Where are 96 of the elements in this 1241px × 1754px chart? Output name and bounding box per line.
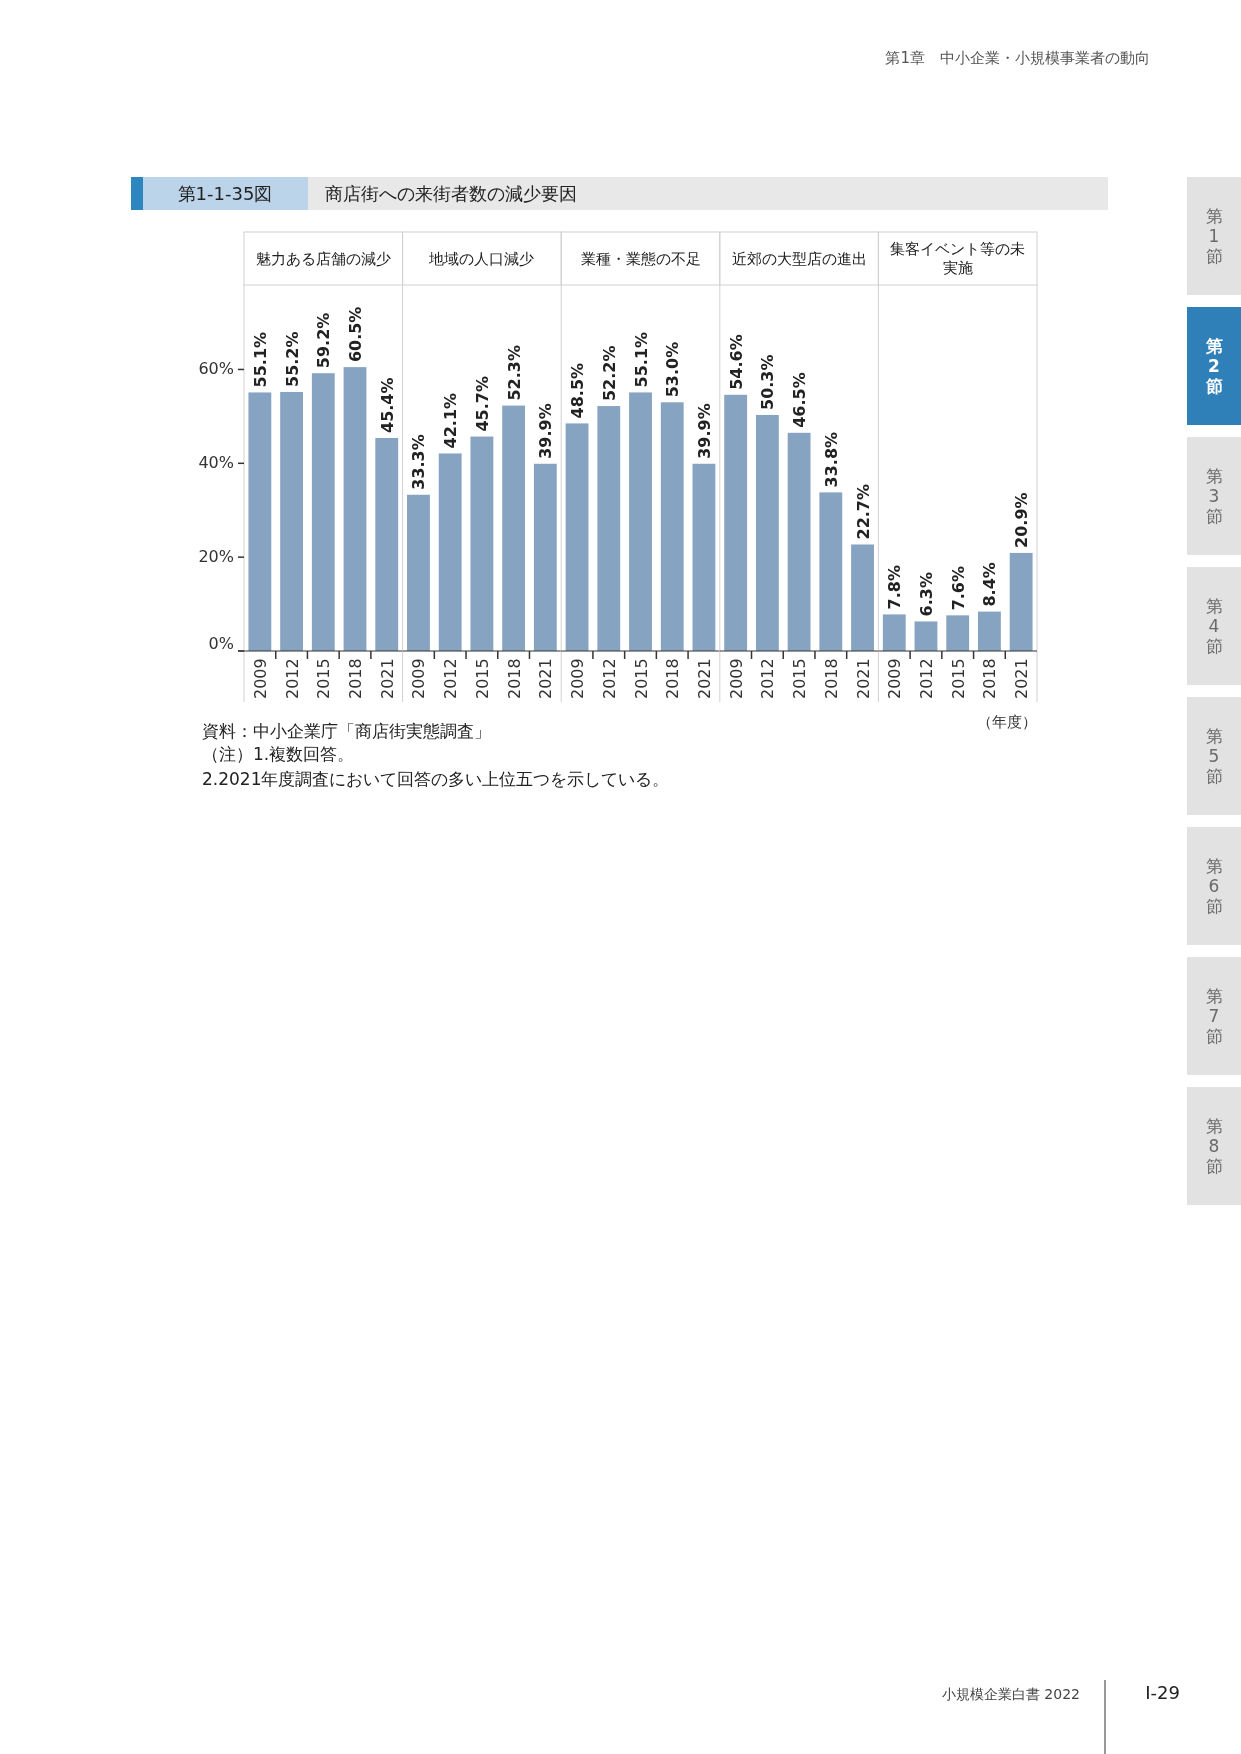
text: Ⅰ-29 <box>1145 1682 1180 1703</box>
bar <box>755 414 779 651</box>
bar <box>724 394 748 651</box>
x-tick-label: 2015 <box>790 658 810 699</box>
text: 商店街への来街者数の減少要因 <box>325 183 577 204</box>
text: 2.2021年度調査において回答の多い上位五つを示している。 <box>202 769 670 789</box>
bar <box>533 463 557 651</box>
bar <box>597 406 621 651</box>
x-tick-label: 2021 <box>853 658 873 699</box>
x-tick-label: 2015 <box>631 658 651 699</box>
bar <box>978 611 1001 651</box>
x-tick-label: 2015 <box>472 658 492 699</box>
x-tick-label: 2021 <box>694 658 714 699</box>
data-label: 59.2% <box>314 312 334 369</box>
data-label: 55.1% <box>250 331 270 388</box>
data-label: 54.6% <box>726 334 746 390</box>
text: 第6節 <box>1205 856 1223 916</box>
text: 資料：中小企業庁「商店街実態調査」 <box>202 721 491 741</box>
text: 第2節 <box>1204 336 1223 396</box>
data-label: 20.9% <box>1012 492 1032 548</box>
x-tick-label: 2021 <box>1012 658 1032 699</box>
data-label: 22.7% <box>853 483 873 540</box>
data-label: 46.5% <box>790 372 810 428</box>
x-tick-label: 2009 <box>250 658 270 699</box>
bar <box>914 621 938 651</box>
x-tick-label: 2009 <box>885 658 905 699</box>
bar <box>660 402 684 651</box>
data-label: 55.2% <box>282 331 302 387</box>
bar <box>819 492 843 651</box>
data-label: 33.3% <box>409 434 429 490</box>
text: 第1章 中小企業・小規模事業者の動向 <box>885 49 1150 67</box>
data-label: 50.3% <box>758 354 778 410</box>
x-tick-label: 2018 <box>504 658 524 699</box>
y-tick-label: 60% <box>198 359 234 379</box>
x-tick-label: 2018 <box>821 658 841 699</box>
y-tick-label: 40% <box>198 453 234 473</box>
x-tick-label: 2021 <box>536 658 556 699</box>
data-label: 42.1% <box>441 392 461 449</box>
x-tick-label: 2015 <box>314 658 334 699</box>
x-tick-label: 2012 <box>599 658 619 699</box>
x-tick-label: 2018 <box>663 658 683 699</box>
bar <box>946 615 970 651</box>
text: 第1節 <box>1205 206 1223 266</box>
bar <box>565 423 589 651</box>
bar <box>502 405 526 651</box>
data-label: 6.3% <box>916 572 936 617</box>
x-axis-title: （年度） <box>977 713 1037 731</box>
bar <box>470 436 494 651</box>
data-label: 8.4% <box>980 562 1000 607</box>
text: 第8節 <box>1205 1116 1223 1176</box>
bar <box>692 463 716 651</box>
bar <box>851 544 874 651</box>
text: （注）1.複数回答。 <box>202 744 355 764</box>
text: 第5節 <box>1205 726 1223 786</box>
data-label: 39.9% <box>536 403 556 459</box>
x-tick-label: 2018 <box>980 658 1000 699</box>
chart-title: 地域の人口減少 <box>428 249 535 268</box>
x-tick-label: 2012 <box>441 658 461 699</box>
x-tick-label: 2012 <box>916 658 936 699</box>
text: 第1-1-35図 <box>177 183 273 204</box>
data-label: 52.2% <box>599 345 619 402</box>
x-tick-label: 2021 <box>377 658 397 699</box>
text: 第4節 <box>1205 596 1223 656</box>
data-label: 39.9% <box>694 403 714 459</box>
bar <box>1009 552 1033 651</box>
bar <box>787 432 811 651</box>
bar <box>629 392 652 651</box>
x-tick-label: 2009 <box>568 658 588 699</box>
chart-title: 魅力ある店舗の減少 <box>255 249 391 268</box>
y-tick-label: 0% <box>208 634 234 653</box>
data-label: 33.8% <box>821 431 841 488</box>
x-tick-label: 2009 <box>409 658 429 699</box>
x-tick-label: 2018 <box>346 658 366 699</box>
x-tick-label: 2009 <box>726 658 746 699</box>
bar <box>438 453 462 651</box>
data-label: 7.6% <box>948 565 968 611</box>
x-tick-label: 2012 <box>758 658 778 699</box>
data-label: 60.5% <box>346 306 366 363</box>
data-label: 45.4% <box>377 377 397 433</box>
x-tick-label: 2012 <box>282 658 302 699</box>
text: 第3節 <box>1205 466 1223 526</box>
data-label: 45.7% <box>472 376 492 432</box>
chart-title: 近郊の大型店の進出 <box>731 249 867 268</box>
chart-title: 集客イベント等の未実施 <box>890 240 1026 277</box>
data-label: 52.3% <box>504 345 524 401</box>
text: 小規模企業白書 2022 <box>941 1686 1080 1702</box>
data-label: 53.0% <box>663 341 683 398</box>
data-label: 7.8% <box>885 565 905 610</box>
y-tick-label: 20% <box>198 547 234 567</box>
text: 第7節 <box>1205 986 1223 1046</box>
bar <box>407 494 430 651</box>
x-tick-label: 2015 <box>948 658 968 699</box>
data-label: 48.5% <box>568 362 588 419</box>
data-label: 55.1% <box>631 331 651 388</box>
chart-title: 業種・業態の不足 <box>580 249 701 268</box>
bar <box>882 614 906 651</box>
